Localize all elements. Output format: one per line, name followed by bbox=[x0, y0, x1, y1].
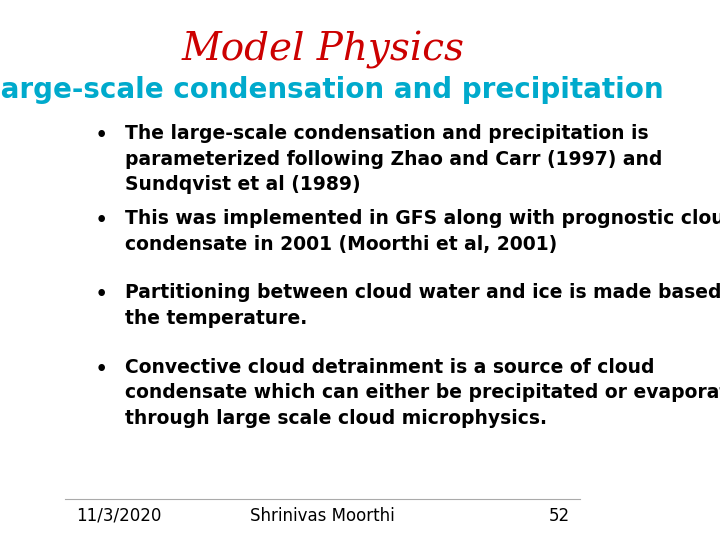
Text: Convective cloud detrainment is a source of cloud
condensate which can either be: Convective cloud detrainment is a source… bbox=[125, 357, 720, 428]
Text: •: • bbox=[95, 357, 108, 381]
Text: •: • bbox=[95, 209, 108, 232]
Text: •: • bbox=[95, 124, 108, 147]
Text: •: • bbox=[95, 284, 108, 306]
Text: The large-scale condensation and precipitation is
parameterized following Zhao a: The large-scale condensation and precipi… bbox=[125, 124, 662, 194]
Text: This was implemented in GFS along with prognostic cloud
condensate in 2001 (Moor: This was implemented in GFS along with p… bbox=[125, 209, 720, 254]
Text: 11/3/2020: 11/3/2020 bbox=[76, 507, 161, 524]
Text: Partitioning between cloud water and ice is made based on
the temperature.: Partitioning between cloud water and ice… bbox=[125, 284, 720, 328]
Text: Large-scale condensation and precipitation: Large-scale condensation and precipitati… bbox=[0, 76, 663, 104]
Text: Model Physics: Model Physics bbox=[181, 31, 464, 69]
Text: Shrinivas Moorthi: Shrinivas Moorthi bbox=[251, 507, 395, 524]
Text: 52: 52 bbox=[549, 507, 570, 524]
